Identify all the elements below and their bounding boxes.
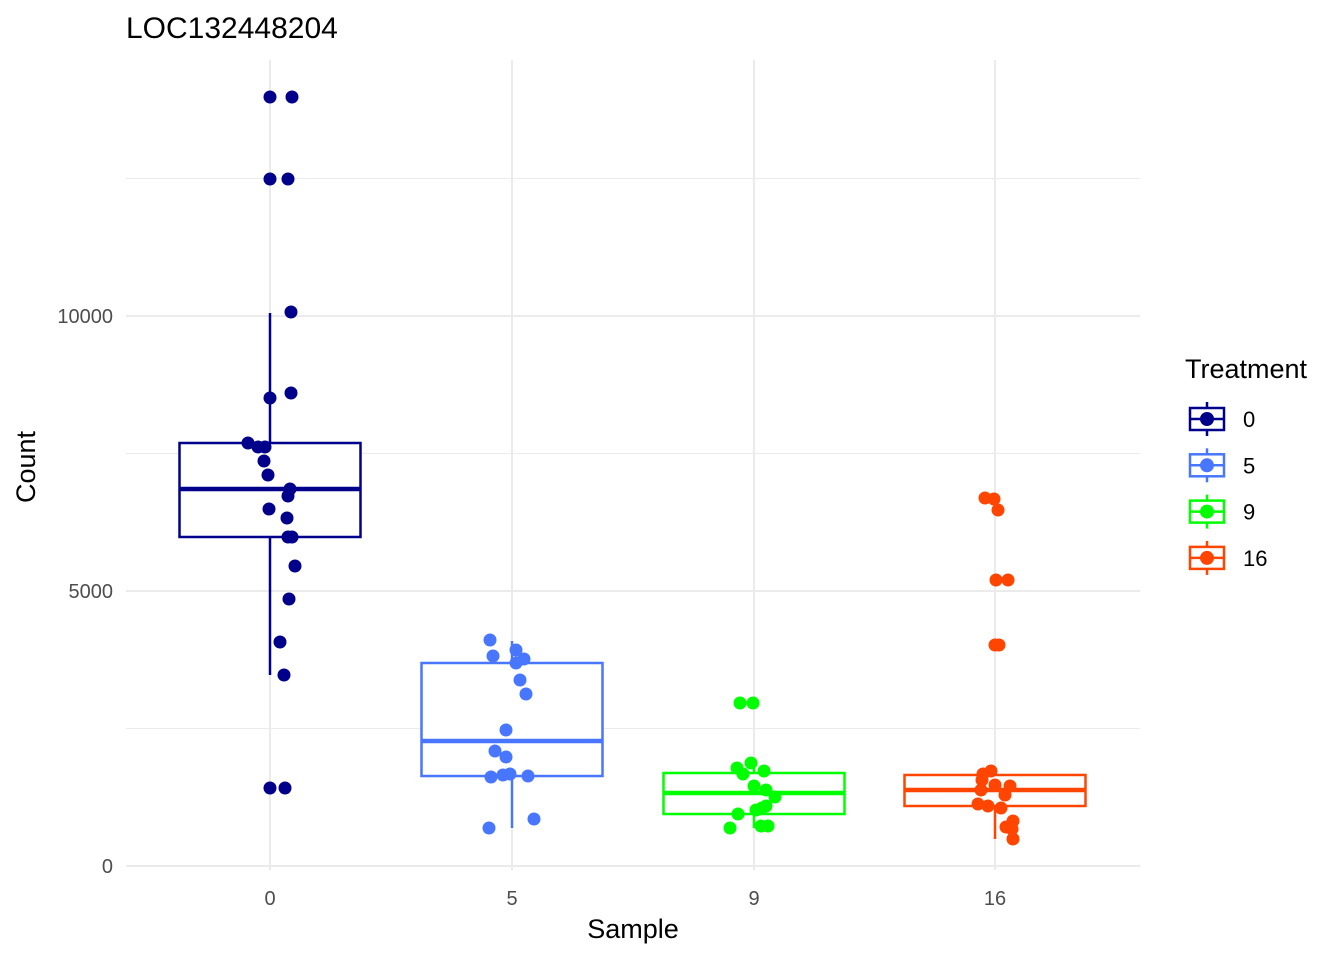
data-point: [278, 781, 292, 795]
data-point: [974, 783, 988, 797]
data-point: [281, 172, 295, 186]
data-point: [509, 643, 523, 657]
data-point: [486, 649, 500, 663]
data-point: [277, 668, 291, 682]
data-point: [746, 696, 760, 710]
data-point: [488, 744, 502, 758]
data-point: [262, 502, 276, 516]
data-point: [273, 635, 287, 649]
data-point: [499, 723, 513, 737]
axes: 0 5000 10000 0 5 9 16: [57, 306, 1006, 910]
data-point: [509, 656, 523, 670]
x-tick-label: 9: [748, 888, 759, 910]
data-point: [988, 778, 1002, 792]
data-point: [263, 391, 277, 405]
data-point: [263, 90, 277, 104]
data-point: [284, 305, 298, 319]
data-point: [992, 638, 1006, 652]
data-point: [759, 783, 773, 797]
legend-label: 5: [1243, 453, 1255, 478]
data-point: [484, 770, 498, 784]
legend-key-point: [1200, 504, 1214, 519]
x-tick-label: 16: [984, 888, 1006, 910]
data-point: [757, 764, 771, 778]
data-point: [527, 812, 541, 826]
data-point: [1005, 822, 1019, 836]
legend-key-point: [1200, 550, 1214, 565]
data-point: [1006, 832, 1020, 846]
data-point: [723, 821, 737, 835]
data-point: [282, 592, 296, 606]
plot-marks: [178, 90, 1087, 846]
data-point: [736, 767, 750, 781]
y-tick-label: 5000: [69, 581, 114, 603]
data-point: [261, 468, 275, 482]
data-point: [994, 801, 1008, 815]
data-point: [257, 454, 271, 468]
data-point: [761, 819, 775, 833]
data-point: [483, 633, 497, 647]
data-point: [971, 797, 985, 811]
legend-label: 16: [1243, 546, 1267, 571]
data-point: [998, 788, 1012, 802]
data-point: [768, 790, 782, 804]
data-point: [733, 696, 747, 710]
data-point: [981, 799, 995, 813]
data-point: [284, 386, 298, 400]
data-point: [991, 503, 1005, 517]
chart-title: LOC132448204: [126, 12, 338, 45]
data-point: [288, 559, 302, 573]
data-point: [280, 511, 294, 525]
data-point: [759, 799, 773, 813]
legend-label: 9: [1243, 500, 1255, 525]
legend-title: Treatment: [1185, 354, 1308, 384]
data-point: [975, 773, 989, 787]
data-point: [263, 781, 277, 795]
legend-key-point: [1200, 412, 1214, 426]
data-point: [285, 530, 299, 544]
data-point: [513, 673, 527, 687]
legend: 0 5 9 16: [1188, 402, 1267, 575]
data-point: [731, 807, 745, 821]
data-point: [519, 687, 533, 701]
x-tick-label: 0: [264, 888, 275, 910]
data-point: [744, 756, 758, 770]
data-point: [747, 779, 761, 793]
x-axis-label: Sample: [587, 914, 679, 944]
data-point: [989, 573, 1003, 587]
y-axis-label: Count: [11, 430, 41, 503]
y-tick-label: 0: [102, 856, 113, 878]
data-point: [263, 172, 277, 186]
data-point: [987, 492, 1001, 506]
data-point: [503, 767, 517, 781]
data-point: [285, 90, 299, 104]
data-point: [521, 769, 535, 783]
legend-key-point: [1200, 458, 1214, 473]
data-point: [1001, 573, 1015, 587]
data-point: [482, 821, 496, 835]
data-point: [258, 440, 272, 454]
data-point: [241, 436, 255, 450]
legend-label: 0: [1243, 407, 1255, 432]
y-tick-label: 10000: [57, 306, 113, 328]
x-tick-label: 5: [506, 888, 517, 910]
data-point: [281, 489, 295, 503]
data-point: [499, 750, 513, 764]
